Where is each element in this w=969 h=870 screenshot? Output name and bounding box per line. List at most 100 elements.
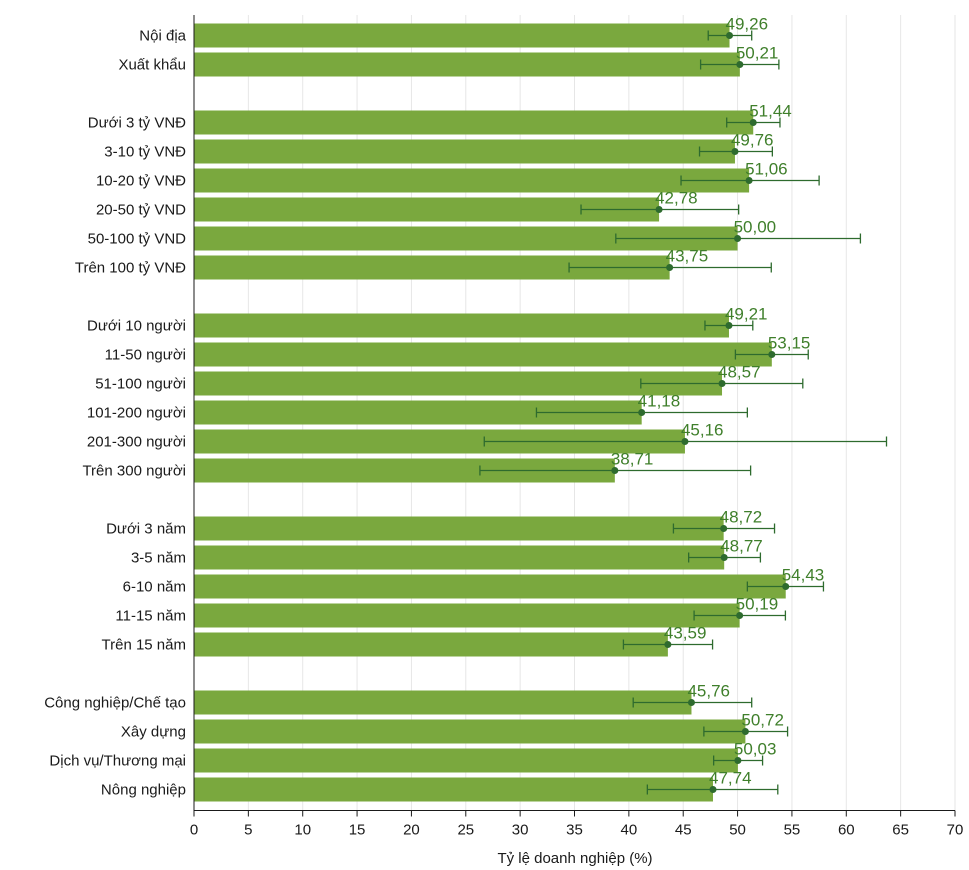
x-tick-label: 55 xyxy=(784,822,801,839)
bar xyxy=(194,168,750,193)
mean-point xyxy=(745,177,753,184)
value-label: 38,71 xyxy=(611,450,654,469)
mean-point xyxy=(718,380,726,387)
value-label: 47,74 xyxy=(709,769,752,788)
mean-point xyxy=(666,264,674,271)
bar xyxy=(194,516,724,541)
value-label: 43,59 xyxy=(664,624,707,643)
value-label: 50,00 xyxy=(734,218,777,237)
value-label: 53,15 xyxy=(768,334,811,353)
value-label: 48,77 xyxy=(720,537,763,556)
category-label: Nội địa xyxy=(139,28,186,45)
category-label: Dịch vụ/Thương mại xyxy=(49,753,186,770)
value-label: 51,06 xyxy=(745,160,788,179)
bar xyxy=(194,545,725,570)
x-tick-label: 15 xyxy=(349,822,366,839)
value-label: 45,76 xyxy=(687,682,730,701)
x-tick-label: 30 xyxy=(512,822,529,839)
value-label: 49,26 xyxy=(726,15,769,34)
category-label: Dưới 3 năm xyxy=(106,521,186,538)
category-label: 20-50 tỷ VND xyxy=(96,202,186,219)
value-label: 48,57 xyxy=(718,363,761,382)
category-label: Dưới 10 người xyxy=(87,318,186,335)
bar xyxy=(194,139,735,164)
category-label: Trên 100 tỷ VNĐ xyxy=(75,260,186,277)
mean-point xyxy=(734,757,742,764)
bar xyxy=(194,574,786,599)
mean-point xyxy=(638,409,646,416)
category-label: 6-10 năm xyxy=(123,579,186,596)
mean-point xyxy=(725,322,733,329)
mean-point xyxy=(782,583,790,590)
mean-point xyxy=(734,235,742,242)
bars xyxy=(194,23,786,802)
bar xyxy=(194,632,668,657)
x-tick-label: 65 xyxy=(892,822,909,839)
bar xyxy=(194,23,730,48)
x-tick-label: 5 xyxy=(244,822,252,839)
x-tick-label: 40 xyxy=(621,822,638,839)
bar xyxy=(194,110,754,135)
error-bars xyxy=(479,30,888,795)
value-label: 45,16 xyxy=(681,421,724,440)
x-tick-label: 70 xyxy=(947,822,964,839)
bar xyxy=(194,371,723,396)
mean-point xyxy=(736,61,744,68)
value-label: 54,43 xyxy=(782,566,825,585)
category-label: 11-50 người xyxy=(105,347,186,364)
category-label: 10-20 tỷ VNĐ xyxy=(96,173,186,190)
value-label: 48,72 xyxy=(720,508,763,527)
value-label: 49,21 xyxy=(725,305,768,324)
bar xyxy=(194,690,692,715)
value-label: 51,44 xyxy=(749,102,792,121)
category-label: 3-5 năm xyxy=(131,550,186,567)
mean-point xyxy=(726,32,734,39)
mean-point xyxy=(768,351,776,358)
mean-point xyxy=(611,467,619,474)
bar xyxy=(194,777,714,802)
x-tick-label: 0 xyxy=(190,822,198,839)
mean-point xyxy=(736,612,744,619)
category-label: Nông nghiệp xyxy=(101,782,186,799)
value-label: 43,75 xyxy=(666,247,709,266)
mean-point xyxy=(720,525,728,532)
x-tick-label: 10 xyxy=(294,822,311,839)
category-label: Dưới 3 tỷ VNĐ xyxy=(88,115,186,132)
bar xyxy=(194,313,729,338)
category-label: 50-100 tỷ VND xyxy=(88,231,187,248)
value-label: 41,18 xyxy=(638,392,681,411)
bar xyxy=(194,342,772,367)
x-tick-label: 35 xyxy=(566,822,583,839)
bar xyxy=(194,748,738,773)
category-label: 101-200 người xyxy=(87,405,186,422)
value-label: 50,72 xyxy=(741,711,784,730)
bar xyxy=(194,719,746,744)
mean-point xyxy=(664,641,672,648)
value-label: 50,03 xyxy=(734,740,777,759)
category-label: 11-15 năm xyxy=(115,608,186,625)
category-label: 3-10 tỷ VNĐ xyxy=(104,144,186,161)
labels: Nội địa 49,26 Xuất khẩu 50,21 Dưới 3 tỷ VNĐ 5… xyxy=(44,15,824,799)
category-label: 201-300 người xyxy=(87,434,186,451)
mean-point xyxy=(687,699,695,706)
x-axis: 0 5 10 15 20 25 30 35 40 45 50 55 60 65 70 xyxy=(190,15,964,839)
x-axis-title: Tỷ lệ doanh nghiệp (%) xyxy=(497,850,652,867)
value-label: 49,76 xyxy=(731,131,774,150)
x-tick-label: 45 xyxy=(675,822,692,839)
category-label: Trên 15 năm xyxy=(102,637,187,654)
category-label: Xây dựng xyxy=(121,724,186,741)
bar xyxy=(194,52,740,77)
x-tick-label: 20 xyxy=(403,822,420,839)
category-label: 51-100 người xyxy=(95,376,186,393)
mean-point xyxy=(749,119,757,126)
mean-point xyxy=(709,786,717,793)
mean-point xyxy=(731,148,739,155)
mean-point xyxy=(720,554,728,561)
category-label: Trên 300 người xyxy=(82,463,186,480)
value-label: 42,78 xyxy=(655,189,698,208)
value-label: 50,21 xyxy=(736,44,779,63)
x-tick-label: 60 xyxy=(838,822,855,839)
value-label: 50,19 xyxy=(736,595,779,614)
mean-point xyxy=(681,438,689,445)
mean-point xyxy=(655,206,663,213)
